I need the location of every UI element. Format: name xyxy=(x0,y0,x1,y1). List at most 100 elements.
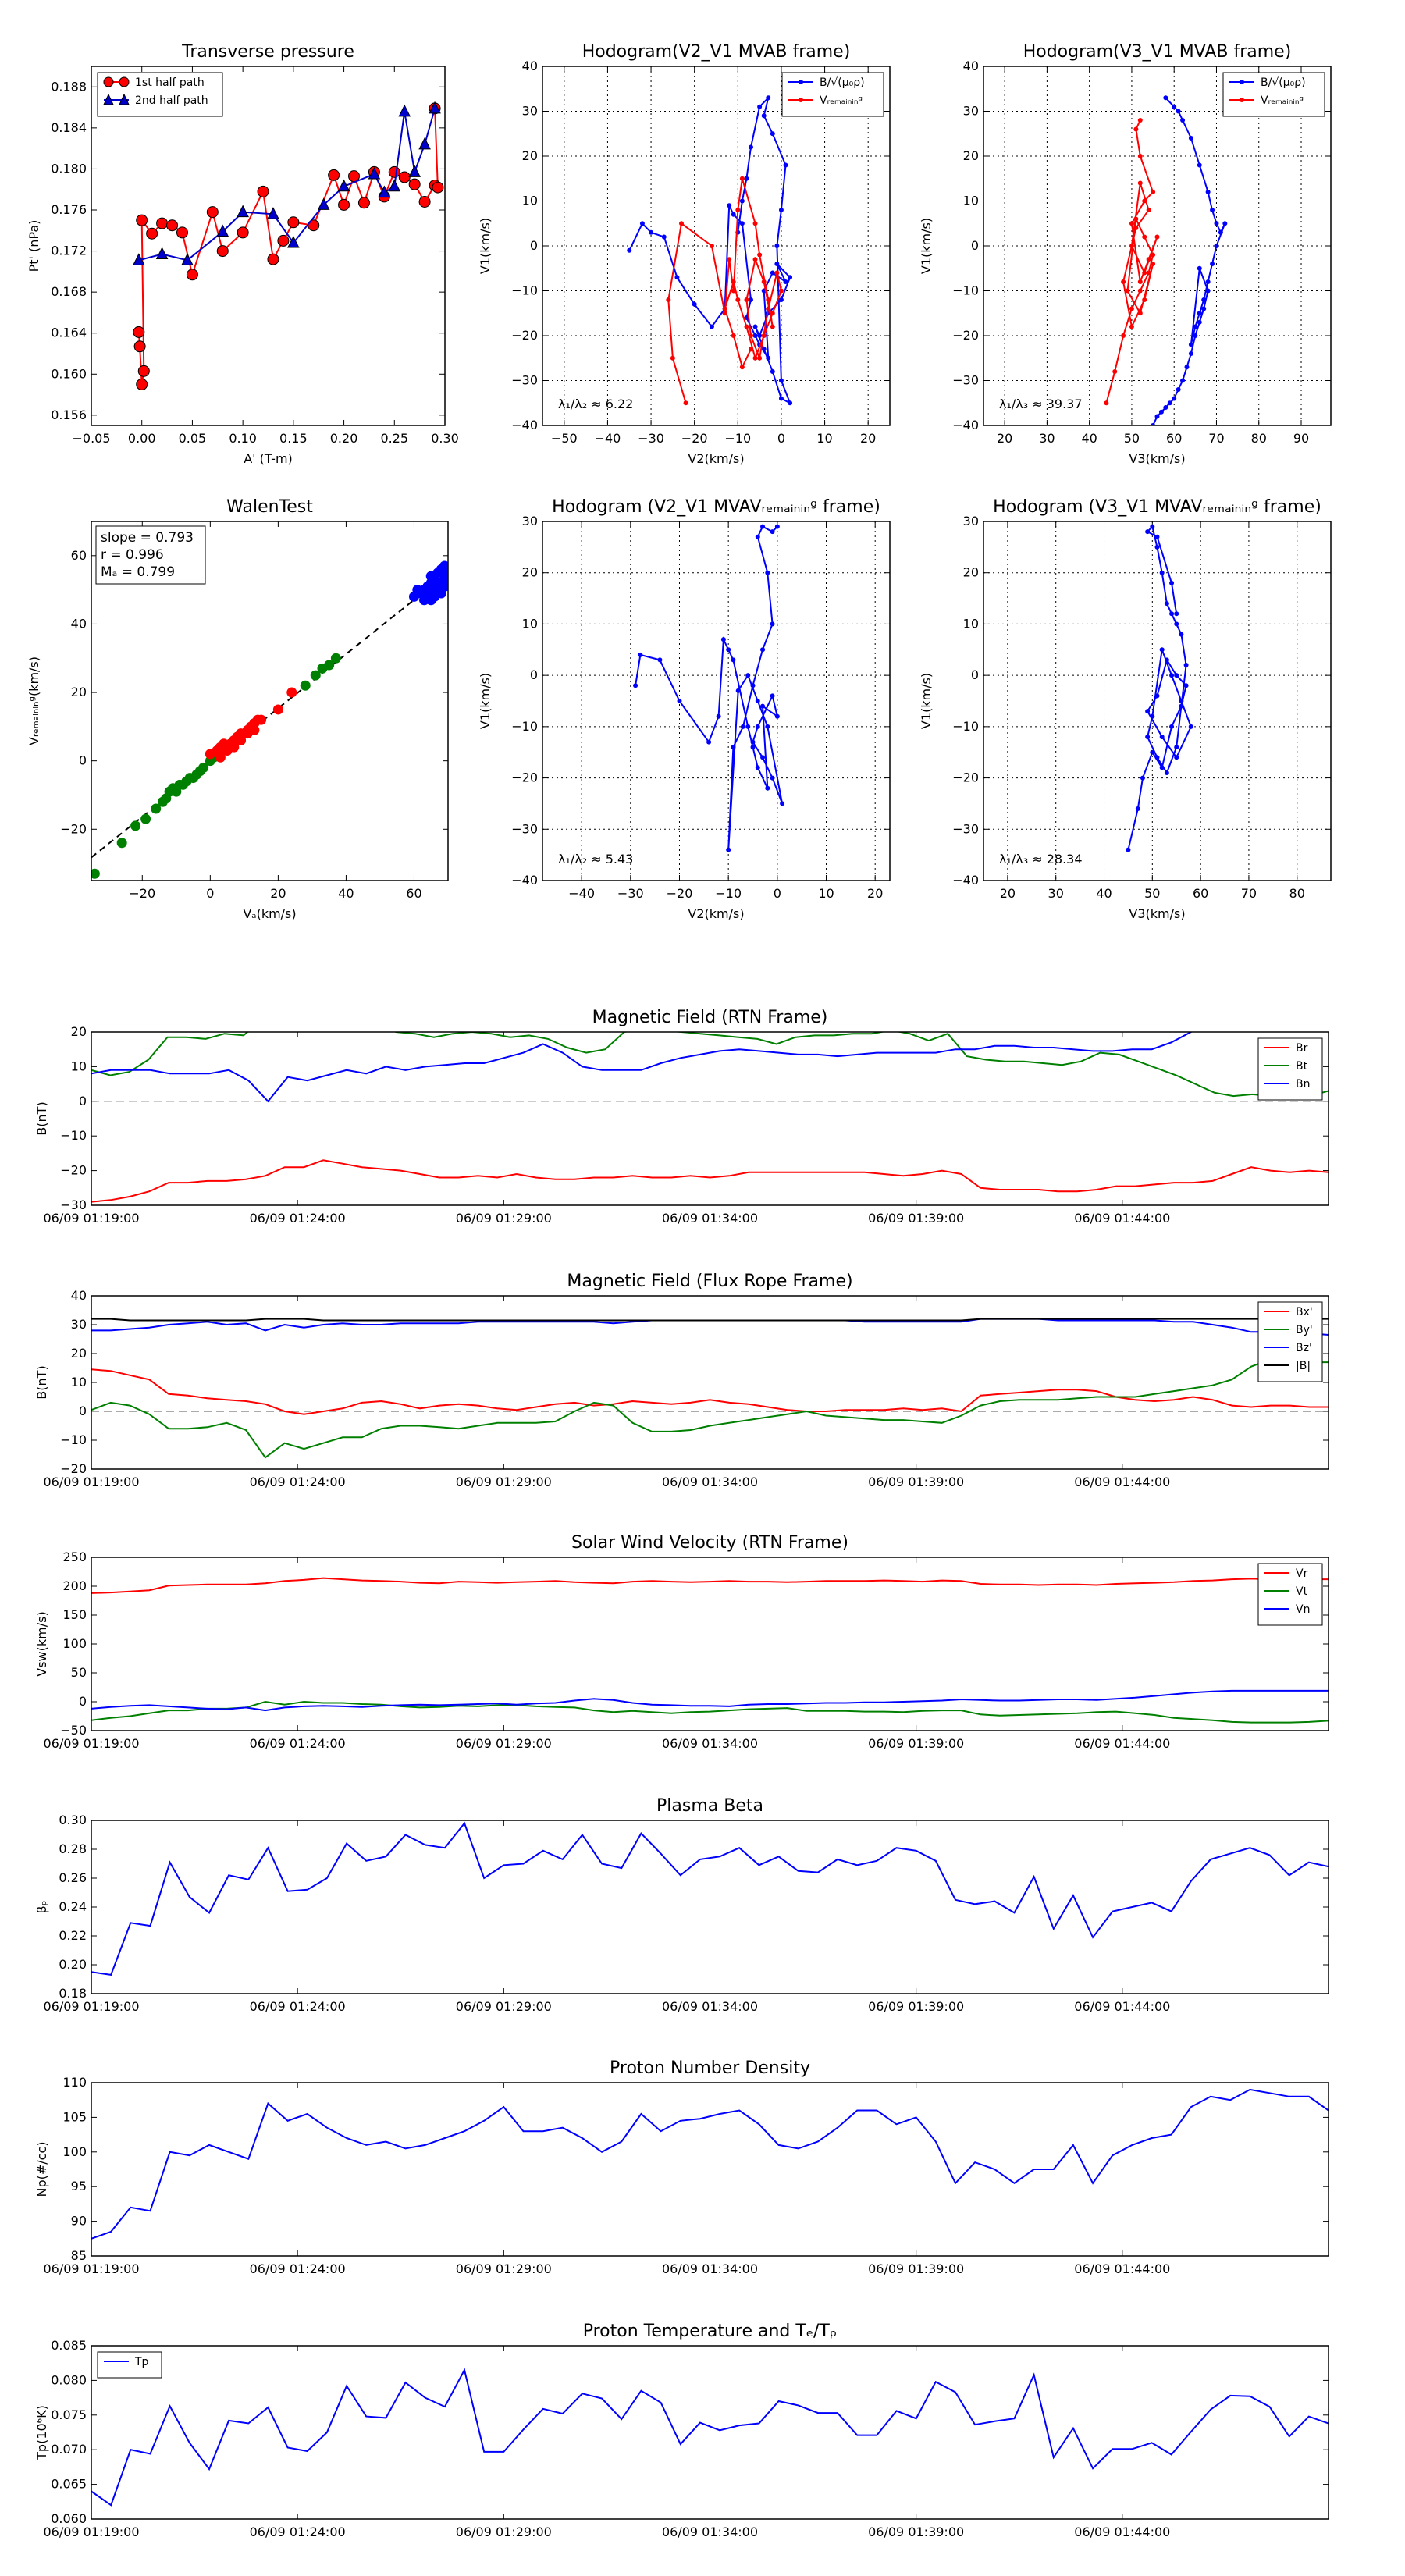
y-tick-label: 0.156 xyxy=(51,407,87,422)
data-point xyxy=(761,113,767,119)
x-axis-label: V2(km/s) xyxy=(688,906,744,921)
data-point xyxy=(726,647,731,653)
y-tick-label: 0.168 xyxy=(51,284,87,299)
legend-box xyxy=(97,2351,162,2379)
data-point xyxy=(1218,229,1223,235)
y-tick-label: −40 xyxy=(511,418,538,432)
data-point xyxy=(745,673,751,678)
y-axis-label: Vsw(km/s) xyxy=(34,1611,49,1676)
data-point xyxy=(1137,288,1143,294)
data-point xyxy=(1174,611,1179,617)
x-tick-label: 40 xyxy=(338,886,354,901)
data-point xyxy=(727,257,732,262)
plot-frame xyxy=(983,521,1332,881)
data-point-circle xyxy=(257,185,269,197)
data-point xyxy=(1142,198,1147,204)
data-point xyxy=(744,297,749,302)
x-tick-label: 06/09 01:29:00 xyxy=(456,1736,552,1751)
x-tick-label: 06/09 01:24:00 xyxy=(250,1475,346,1489)
y-axis-label: V1(km/s) xyxy=(478,218,493,274)
plot-area xyxy=(91,66,445,425)
data-point-circle xyxy=(133,340,146,353)
y-tick-label: 0.160 xyxy=(51,366,87,381)
x-tick-label: 0 xyxy=(774,886,781,901)
y-tick-label: 20 xyxy=(963,148,979,163)
y-tick-label: −20 xyxy=(952,328,979,343)
data-point xyxy=(770,621,775,627)
y-tick-label: 30 xyxy=(522,514,538,528)
data-point xyxy=(783,279,788,284)
y-tick-label: −10 xyxy=(952,719,979,734)
y-tick-label: 0.28 xyxy=(59,1841,87,1856)
stats-text: r = 0.996 xyxy=(101,547,164,563)
data-point-circle xyxy=(267,253,279,265)
y-tick-label: 10 xyxy=(963,616,979,631)
y-tick-label: 40 xyxy=(522,59,538,73)
data-point xyxy=(731,288,736,294)
data-point xyxy=(1154,414,1160,419)
y-tick-label: 0.22 xyxy=(59,1928,87,1943)
data-point xyxy=(765,785,770,791)
plot-area xyxy=(984,521,1331,881)
data-layer xyxy=(633,524,785,852)
data-point xyxy=(731,745,736,750)
data-point xyxy=(755,534,760,539)
x-tick-label: 50 xyxy=(1144,886,1160,901)
data-point xyxy=(757,355,763,361)
legend-label: Bt xyxy=(1296,1060,1308,1073)
series-vr-line xyxy=(91,1577,1329,1594)
data-point xyxy=(249,724,260,735)
data-point xyxy=(770,270,775,276)
chart-h3: Hodogram (V2_V1 MVAVᵣₑₘₐᵢₙᵢₙᵍ frame) −40 −… xyxy=(478,497,891,921)
data-point xyxy=(229,742,240,753)
data-point xyxy=(709,244,714,248)
data-point xyxy=(627,247,632,253)
data-point-triangle xyxy=(267,207,279,219)
x-tick-label: 60 xyxy=(406,886,422,901)
chart-pt: Transverse pressure −0.05 0.00 0.05 0.10 0.15… xyxy=(27,42,459,466)
data-point-circle xyxy=(137,365,150,377)
data-point xyxy=(215,752,226,763)
data-point-triangle xyxy=(378,185,391,198)
data-point xyxy=(755,724,760,729)
data-point xyxy=(1176,387,1181,392)
data-point xyxy=(181,776,192,787)
x-tick-label: 06/09 01:34:00 xyxy=(662,1211,758,1226)
data-point xyxy=(716,713,721,719)
data-point-circle xyxy=(166,219,179,232)
data-point xyxy=(788,275,793,280)
plot-frame xyxy=(91,1031,1329,1206)
data-point xyxy=(1164,770,1169,775)
legend-box xyxy=(1222,72,1325,117)
legend-box xyxy=(781,72,884,117)
data-layer xyxy=(627,94,793,406)
data-point xyxy=(1197,311,1202,316)
data-point xyxy=(749,144,753,150)
y-axis-label: B(nT) xyxy=(34,1365,49,1399)
data-point xyxy=(272,704,283,715)
data-point xyxy=(766,306,771,311)
plot-area xyxy=(91,1557,1329,1731)
x-tick-label: 70 xyxy=(1208,431,1224,446)
data-point xyxy=(194,766,205,777)
data-point xyxy=(750,745,756,750)
x-tick-label: 0.00 xyxy=(128,431,156,446)
data-point xyxy=(1154,534,1160,539)
y-tick-label: 10 xyxy=(963,194,979,208)
x-tick-label: 06/09 01:34:00 xyxy=(662,2261,758,2276)
x-tick-label: 70 xyxy=(1241,886,1257,901)
data-point xyxy=(1183,683,1189,688)
stats-text: Mₐ = 0.799 xyxy=(101,564,175,580)
x-tick-label: −10 xyxy=(715,886,742,901)
data-point xyxy=(739,221,745,226)
data-point xyxy=(1169,611,1175,617)
chart-title: Hodogram (V2_V1 MVAVᵣₑₘₐᵢₙᵢₙᵍ frame) xyxy=(552,497,880,517)
data-point xyxy=(735,688,741,693)
data-point xyxy=(1159,735,1165,739)
y-tick-label: 30 xyxy=(963,104,979,119)
data-point xyxy=(761,347,767,352)
plot-frame xyxy=(542,66,891,426)
plot-area xyxy=(542,521,890,881)
x-tick-label: −10 xyxy=(724,431,751,446)
y-tick-label: 0 xyxy=(79,753,87,768)
